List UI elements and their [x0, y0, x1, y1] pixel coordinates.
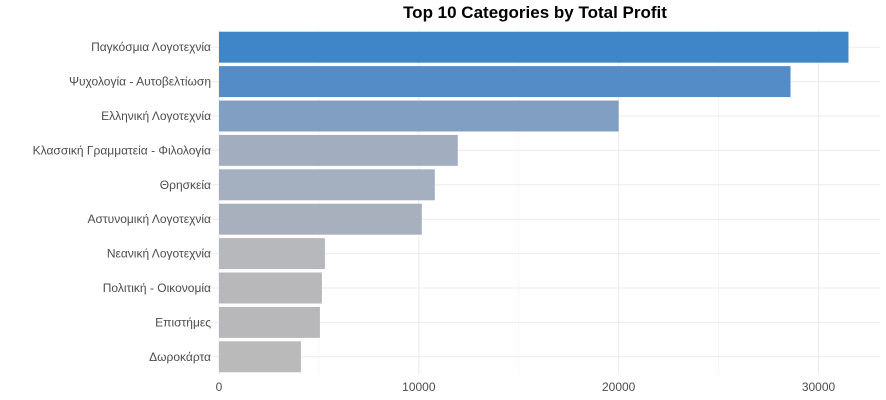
x-tick-label: 10000	[402, 380, 436, 394]
bar	[219, 238, 325, 270]
category-label: Επιστήμες	[155, 315, 211, 329]
category-label: Θρησκεία	[160, 178, 211, 192]
bar	[219, 341, 301, 373]
category-label: Κλασσική Γραμματεία - Φιλολογία	[33, 143, 211, 157]
bar	[219, 272, 322, 304]
x-tick-label: 20000	[602, 380, 636, 394]
category-label: Παγκόσμια Λογοτεχνία	[91, 40, 211, 54]
category-label: Δωροκάρτα	[149, 350, 211, 364]
bar	[219, 203, 422, 235]
bar	[219, 169, 435, 201]
category-label: Ψυχολογία - Αυτοβελτίωση	[69, 75, 211, 89]
bar	[219, 100, 619, 132]
x-tick-labels: 0 10000 20000 30000	[216, 380, 836, 394]
chart-title: Top 10 Categories by Total Profit	[403, 3, 667, 22]
category-label: Ελληνική Λογοτεχνία	[101, 109, 211, 123]
category-label: Πολιτική - Οικονομία	[103, 281, 211, 295]
bars	[219, 31, 849, 373]
x-tick-label: 30000	[802, 380, 836, 394]
x-tick-label: 0	[216, 380, 223, 394]
category-label: Αστυνομική Λογοτεχνία	[88, 212, 212, 226]
category-label: Νεανική Λογοτεχνία	[107, 247, 211, 261]
bar	[219, 31, 849, 63]
category-labels: Παγκόσμια Λογοτεχνία Ψυχολογία - Αυτοβελτ…	[33, 40, 212, 364]
bar	[219, 306, 320, 338]
bar	[219, 66, 791, 98]
bar	[219, 134, 458, 166]
